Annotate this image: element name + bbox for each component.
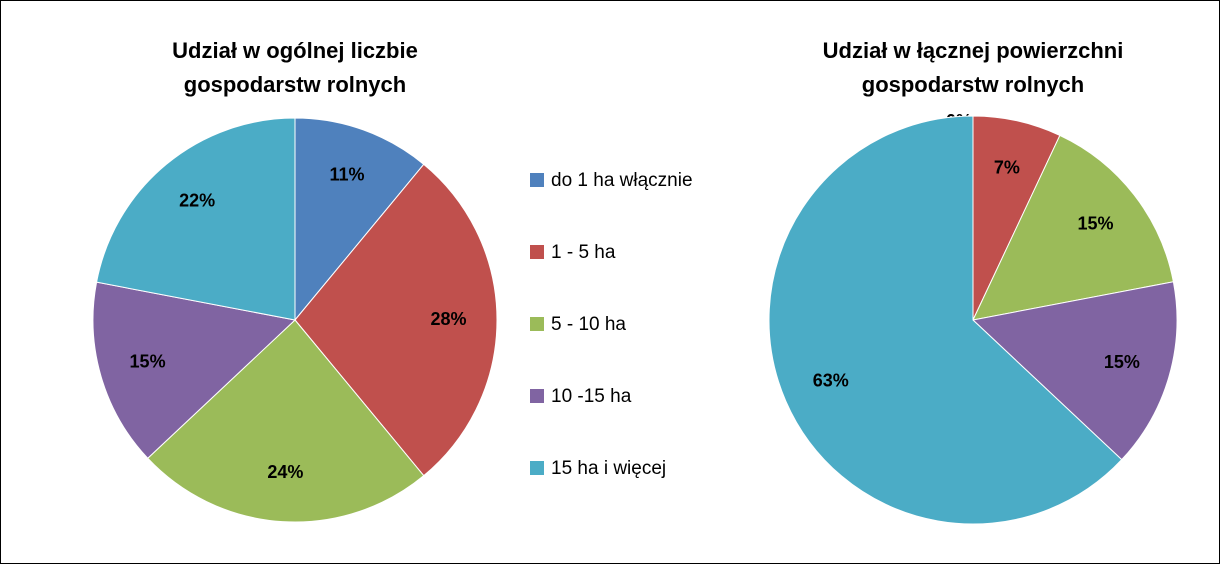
data-label: 63% — [813, 370, 849, 390]
pie-slice — [972, 134, 1174, 321]
pie-slice — [768, 115, 1123, 525]
pie-slice — [294, 163, 498, 477]
legend-swatch — [530, 173, 544, 187]
legend-label: do 1 ha włącznie — [551, 170, 693, 191]
legend-swatch — [530, 245, 544, 259]
legend-label: 10 -15 ha — [551, 386, 632, 407]
pie-slice — [92, 281, 297, 459]
legend-label: 15 ha i więcej — [551, 458, 666, 479]
data-label: 11% — [329, 164, 364, 184]
chart-title: Udział w ogólnej liczbie gospodarstw rol… — [172, 38, 418, 97]
legend-swatch — [530, 389, 544, 403]
data-label: 28% — [431, 309, 467, 329]
data-label: 15% — [1077, 214, 1113, 234]
data-label: 22% — [179, 190, 215, 210]
chart-title: Udział w łącznej powierzchni gospodarstw… — [822, 38, 1124, 97]
data-label: 7% — [994, 157, 1020, 177]
legend-swatch — [530, 317, 544, 331]
pie-slice — [95, 117, 296, 321]
data-label: 15% — [1104, 352, 1140, 372]
legend-label: 5 - 10 ha — [551, 314, 626, 335]
pie-slice — [971, 281, 1178, 461]
legend-label: 1 - 5 ha — [551, 242, 616, 263]
data-label: 24% — [267, 462, 303, 482]
legend-swatch — [530, 461, 544, 475]
data-label: 15% — [130, 352, 166, 372]
pie-slice — [147, 319, 425, 523]
pie-slice — [294, 117, 425, 322]
